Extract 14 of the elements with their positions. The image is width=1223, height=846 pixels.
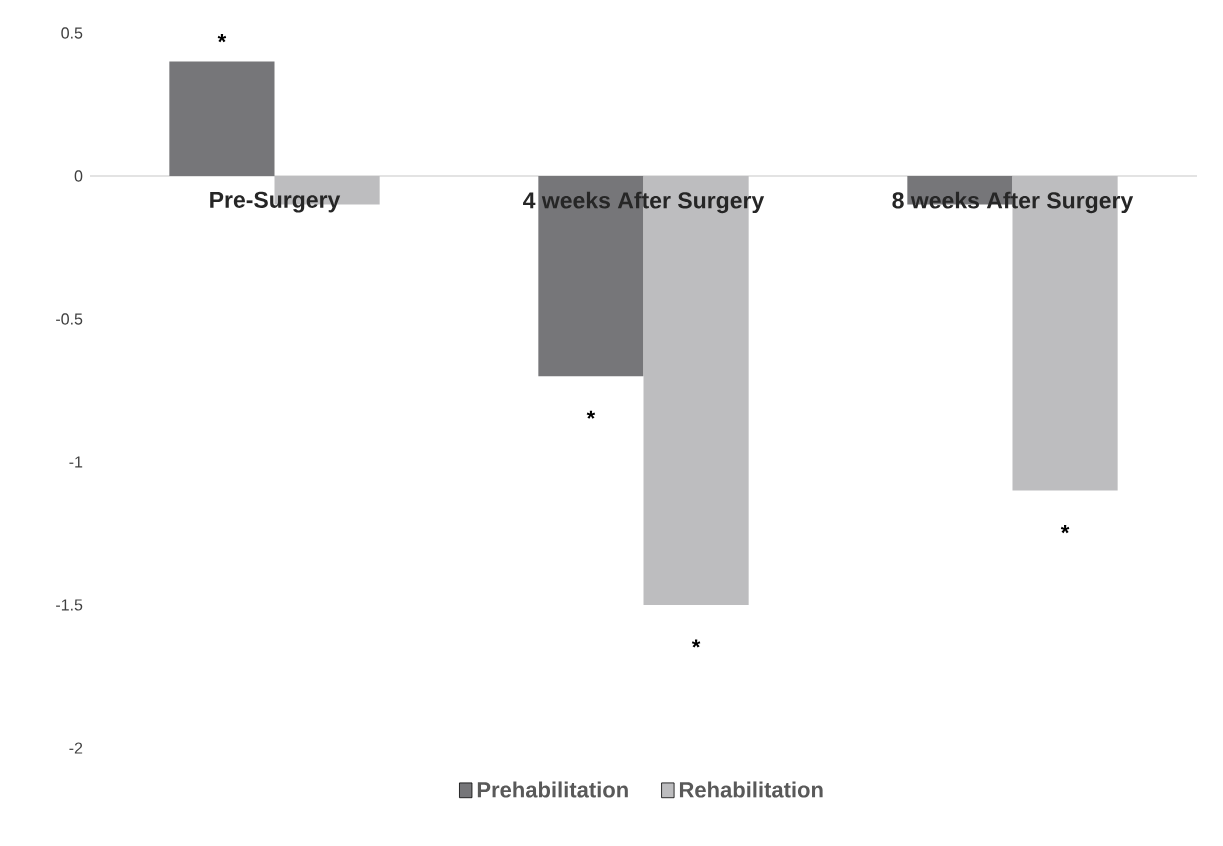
annotation: * — [691, 639, 701, 648]
y-tick-label: 0 — [74, 170, 83, 182]
y-tick-label: 0.5 — [61, 27, 83, 39]
y-tick-label: -1 — [69, 456, 83, 468]
annotation: * — [217, 34, 227, 43]
x-tick-label: 4 weeks After Surgery — [523, 191, 765, 214]
legend-label: Rehabilitation — [679, 781, 823, 798]
y-tick-label: -1.5 — [56, 599, 83, 611]
legend-label: Prehabilitation — [477, 781, 628, 798]
annotation: * — [1060, 525, 1070, 534]
annotation: * — [586, 410, 596, 419]
y-tick-label: -2 — [69, 742, 83, 754]
x-tick-label: Pre-Surgery — [210, 191, 341, 213]
y-tick-label: -0.5 — [56, 313, 83, 325]
